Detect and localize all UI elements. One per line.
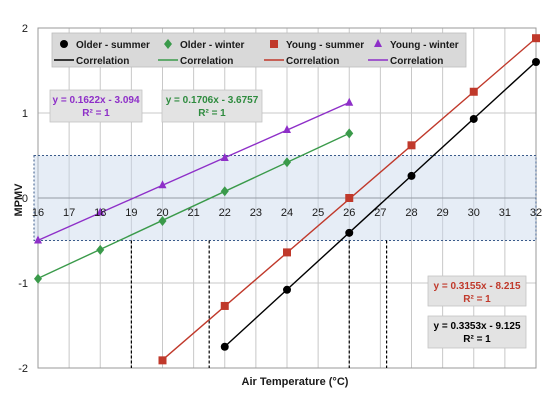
- data-point: [34, 273, 42, 284]
- data-point: [220, 342, 229, 351]
- legend-marker: [60, 40, 68, 48]
- data-point: [283, 125, 291, 133]
- legend-label: Correlation: [390, 56, 443, 67]
- x-tick-label: 31: [499, 207, 511, 219]
- fit-line: [37, 132, 350, 280]
- data-point: [345, 128, 354, 139]
- y-tick-label: 2: [22, 23, 28, 35]
- data-point: [532, 58, 540, 66]
- equation-boxes: y = 0.1622x - 3.094 R² = 1 y = 0.1706x - 3…: [49, 89, 527, 349]
- y-tick-label: 1: [22, 108, 28, 120]
- x-tick-label: 27: [374, 207, 386, 219]
- data-point: [220, 186, 229, 197]
- data-point: [158, 356, 167, 365]
- data-point: [96, 244, 105, 255]
- data-point: [283, 285, 291, 294]
- legend: Older - summer Older - winter Young - summ…: [51, 32, 467, 68]
- legend-label: Young - summer: [286, 40, 364, 51]
- data-point: [283, 248, 291, 257]
- legend-label: Correlation: [76, 56, 129, 67]
- fit-line: [224, 61, 537, 348]
- data-point: [532, 34, 540, 43]
- equation-text: y = 0.3155x - 8.215: [433, 281, 520, 292]
- legend-marker: [164, 39, 172, 49]
- r2-text: R² = 1: [463, 294, 491, 305]
- data-point: [96, 207, 105, 216]
- comfort-band: [33, 155, 537, 241]
- legend-label: Correlation: [180, 56, 233, 67]
- r2-text: R² = 1: [463, 334, 491, 345]
- legend-box: [51, 32, 467, 68]
- data-point: [283, 157, 291, 168]
- legend-marker: [374, 39, 382, 47]
- x-tick-label: 17: [63, 207, 75, 219]
- data-point: [220, 153, 229, 162]
- data-point: [407, 141, 416, 150]
- x-tick-label: 26: [343, 207, 355, 219]
- y-axis-title: MPMV: [13, 183, 25, 217]
- tick-labels: 16 17 18 19 20 21 22 23 24 25 26 27 28 29 30 31 32210-1-…: [18, 23, 542, 375]
- r2-text: R² = 1: [198, 108, 226, 119]
- equation-text: y = 0.1622x - 3.094: [52, 95, 139, 106]
- legend-marker: [270, 40, 278, 48]
- x-tick-label: 20: [156, 207, 168, 219]
- x-tick-label: 22: [219, 207, 231, 219]
- data-point: [34, 235, 42, 244]
- y-tick-label: -2: [18, 363, 28, 375]
- x-tick-label: 19: [125, 207, 137, 219]
- x-tick-label: 28: [405, 207, 417, 219]
- x-axis-title: Air Temperature (°C): [242, 376, 349, 388]
- equation-box: [427, 275, 527, 307]
- equation-box: [427, 315, 527, 349]
- equation-box: [161, 89, 263, 123]
- data-point: [469, 114, 478, 123]
- legend-label: Young - winter: [390, 40, 459, 51]
- equation-text: y = 0.3353x - 9.125: [433, 321, 520, 332]
- data-point: [158, 180, 167, 189]
- data-point: [345, 97, 354, 106]
- data-point: [345, 228, 354, 237]
- x-tick-label: 21: [188, 207, 200, 219]
- comfort-band-rect: [33, 155, 537, 241]
- x-tick-label: 30: [468, 207, 480, 219]
- data-point: [158, 215, 167, 226]
- y-tick-label: 0: [22, 193, 28, 205]
- legend-label: Correlation: [286, 56, 339, 67]
- equation-box: [49, 89, 143, 123]
- data-point: [407, 171, 416, 180]
- data-point: [220, 301, 229, 310]
- x-tick-label: 18: [94, 207, 106, 219]
- equation-text: y = 0.1706x - 3.6757: [166, 95, 259, 106]
- grid: [37, 27, 537, 369]
- legend-label: Older - winter: [180, 40, 245, 51]
- legend-label: Older - summer: [76, 40, 150, 51]
- fit-line: [37, 101, 350, 242]
- x-tick-label: 16: [32, 207, 44, 219]
- data-point: [345, 194, 354, 202]
- reference-lines: [130, 240, 388, 368]
- x-tick-label: 24: [281, 207, 293, 219]
- x-tick-label: 25: [312, 207, 324, 219]
- r2-text: R² = 1: [82, 108, 110, 119]
- x-tick-label: 23: [250, 207, 262, 219]
- data-point: [469, 87, 478, 96]
- x-tick-label: 29: [437, 207, 449, 219]
- x-tick-label: 32: [530, 207, 542, 219]
- data-points: [34, 34, 540, 365]
- y-tick-label: -1: [18, 278, 28, 290]
